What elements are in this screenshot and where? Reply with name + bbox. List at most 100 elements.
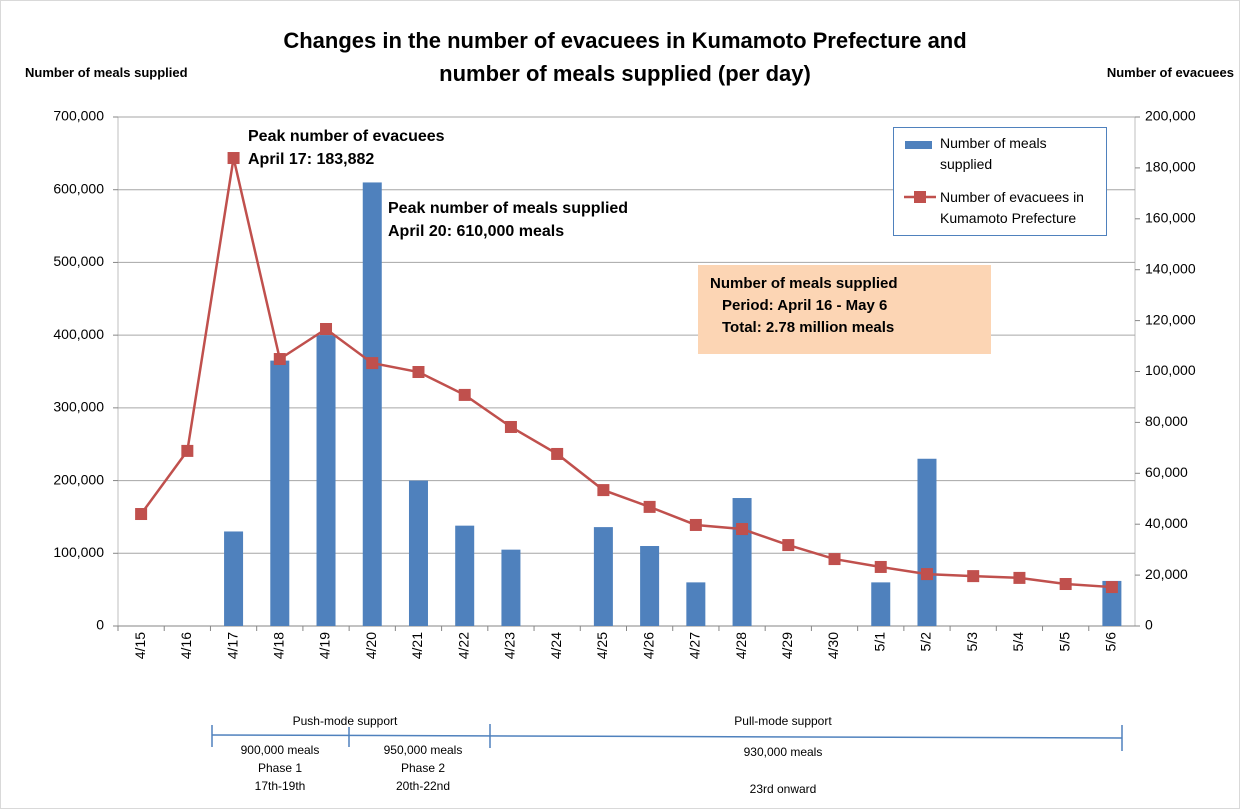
marker [412, 366, 425, 379]
y2-tick-label: 60,000 [1145, 464, 1188, 480]
timeline-label: Push-mode support [292, 714, 398, 728]
bar [732, 498, 752, 626]
x-tick-label: 4/29 [779, 632, 795, 659]
chart-title: Changes in the number of evacuees in Kum… [283, 28, 967, 86]
timeline-text: 930,000 meals [743, 745, 823, 759]
marker [828, 553, 841, 566]
y2-tick-label: 0 [1145, 617, 1153, 633]
legend-label: Number of meals supplied [940, 135, 1047, 172]
y-tick-label: 200,000 [53, 471, 104, 487]
x-tick-label: 4/30 [825, 632, 841, 659]
info-line: Period: April 16 - May 6 [722, 297, 888, 314]
annotation: Peak number of meals supplied April 20: … [388, 197, 628, 243]
y2-tick-label: 100,000 [1145, 362, 1196, 378]
bar [501, 549, 521, 626]
marker [227, 152, 240, 165]
bar [362, 182, 382, 626]
marker [320, 322, 333, 335]
timeline-text: 950,000 meals [383, 743, 463, 757]
marker [1059, 578, 1072, 591]
y2-tick-label: 80,000 [1145, 413, 1188, 429]
marker [504, 420, 517, 433]
y-tick-label: 700,000 [53, 108, 104, 124]
y2-tick-label: 160,000 [1145, 210, 1196, 226]
legend: Number of meals supplied Number of evacu… [893, 127, 1107, 236]
x-tick-label: 4/21 [409, 632, 425, 659]
timeline-text: 900,000 meals [240, 743, 320, 757]
marker [181, 444, 194, 457]
y-tick-label: 0 [96, 617, 104, 633]
marker [458, 388, 471, 401]
bar [593, 527, 613, 626]
bar [871, 582, 891, 626]
bar [686, 582, 706, 626]
timeline-lines [211, 724, 1123, 751]
annotation-line: April 20: 610,000 meals [388, 223, 565, 240]
x-tick-label: 5/1 [871, 632, 887, 652]
info-box: Number of meals supplied Period: April 1… [698, 265, 991, 354]
marker [1013, 571, 1026, 584]
bar [270, 360, 290, 626]
timeline-text: 23rd onward [749, 782, 817, 796]
x-tick-label: 4/15 [132, 632, 148, 659]
annotation: Peak number of evacuees April 17: 183,88… [248, 125, 445, 171]
annotation-line: April 17: 183,882 [248, 151, 375, 168]
y2-axis-label: Number of evacuees [1106, 65, 1234, 80]
bar [455, 525, 475, 626]
x-tick-label: 5/2 [918, 632, 934, 652]
y-tick-label: 600,000 [53, 180, 104, 196]
x-tick-label: 4/16 [178, 632, 194, 659]
y-tick-label: 300,000 [53, 399, 104, 415]
x-tick-label: 4/23 [502, 632, 518, 659]
x-tick-label: 4/20 [363, 632, 379, 659]
x-tick-label: 4/17 [224, 632, 240, 659]
x-tick-label: 4/19 [317, 632, 333, 659]
x-tick-label: 4/24 [548, 632, 564, 659]
x-tick-label: 4/27 [687, 632, 703, 659]
y-tick-label: 400,000 [53, 326, 104, 342]
timeline-text: 20th-22nd [395, 779, 451, 793]
timeline-label: Pull-mode support [734, 714, 832, 728]
y2-tick-label: 140,000 [1145, 260, 1196, 276]
timeline-phase: 900,000 meals Phase 1 17th-19th [180, 741, 380, 795]
marker [366, 357, 379, 370]
bar [316, 335, 336, 626]
marker [551, 447, 564, 460]
marker [273, 353, 286, 366]
marker [1105, 581, 1118, 594]
marker [874, 560, 887, 573]
x-tick-label: 5/3 [964, 632, 980, 652]
x-tick-label: 4/22 [455, 632, 471, 659]
y2-tick-label: 200,000 [1145, 108, 1196, 124]
x-tick-label: 5/6 [1103, 632, 1119, 652]
x-tick-label: 4/28 [733, 632, 749, 659]
y-axis-label: Number of meals supplied [25, 65, 188, 80]
timeline-text: Phase 1 [257, 761, 303, 775]
timeline-text: 17th-19th [254, 779, 306, 793]
legend-swatch [905, 141, 932, 149]
marker [920, 568, 933, 581]
y-tick-label: 500,000 [53, 253, 104, 269]
bar [640, 546, 660, 626]
marker [736, 523, 749, 536]
legend-swatch [904, 191, 936, 203]
y2-tick-label: 40,000 [1145, 515, 1188, 531]
y2-tick-label: 120,000 [1145, 311, 1196, 327]
annotation-line: Peak number of evacuees [248, 128, 445, 145]
y2-tick-label: 180,000 [1145, 159, 1196, 175]
x-tick-label: 4/18 [270, 632, 286, 659]
bar [408, 480, 428, 626]
info-line: Total: 2.78 million meals [722, 319, 895, 336]
bar [224, 531, 244, 626]
y2-tick-label: 20,000 [1145, 566, 1188, 582]
x-tick-label: 4/26 [640, 632, 656, 659]
x-tick-label: 4/25 [594, 632, 610, 659]
annotation-line: Peak number of meals supplied [388, 200, 629, 217]
marker [782, 539, 795, 552]
marker [689, 518, 702, 531]
x-tick-label: 5/4 [1010, 632, 1026, 652]
marker [135, 508, 148, 521]
